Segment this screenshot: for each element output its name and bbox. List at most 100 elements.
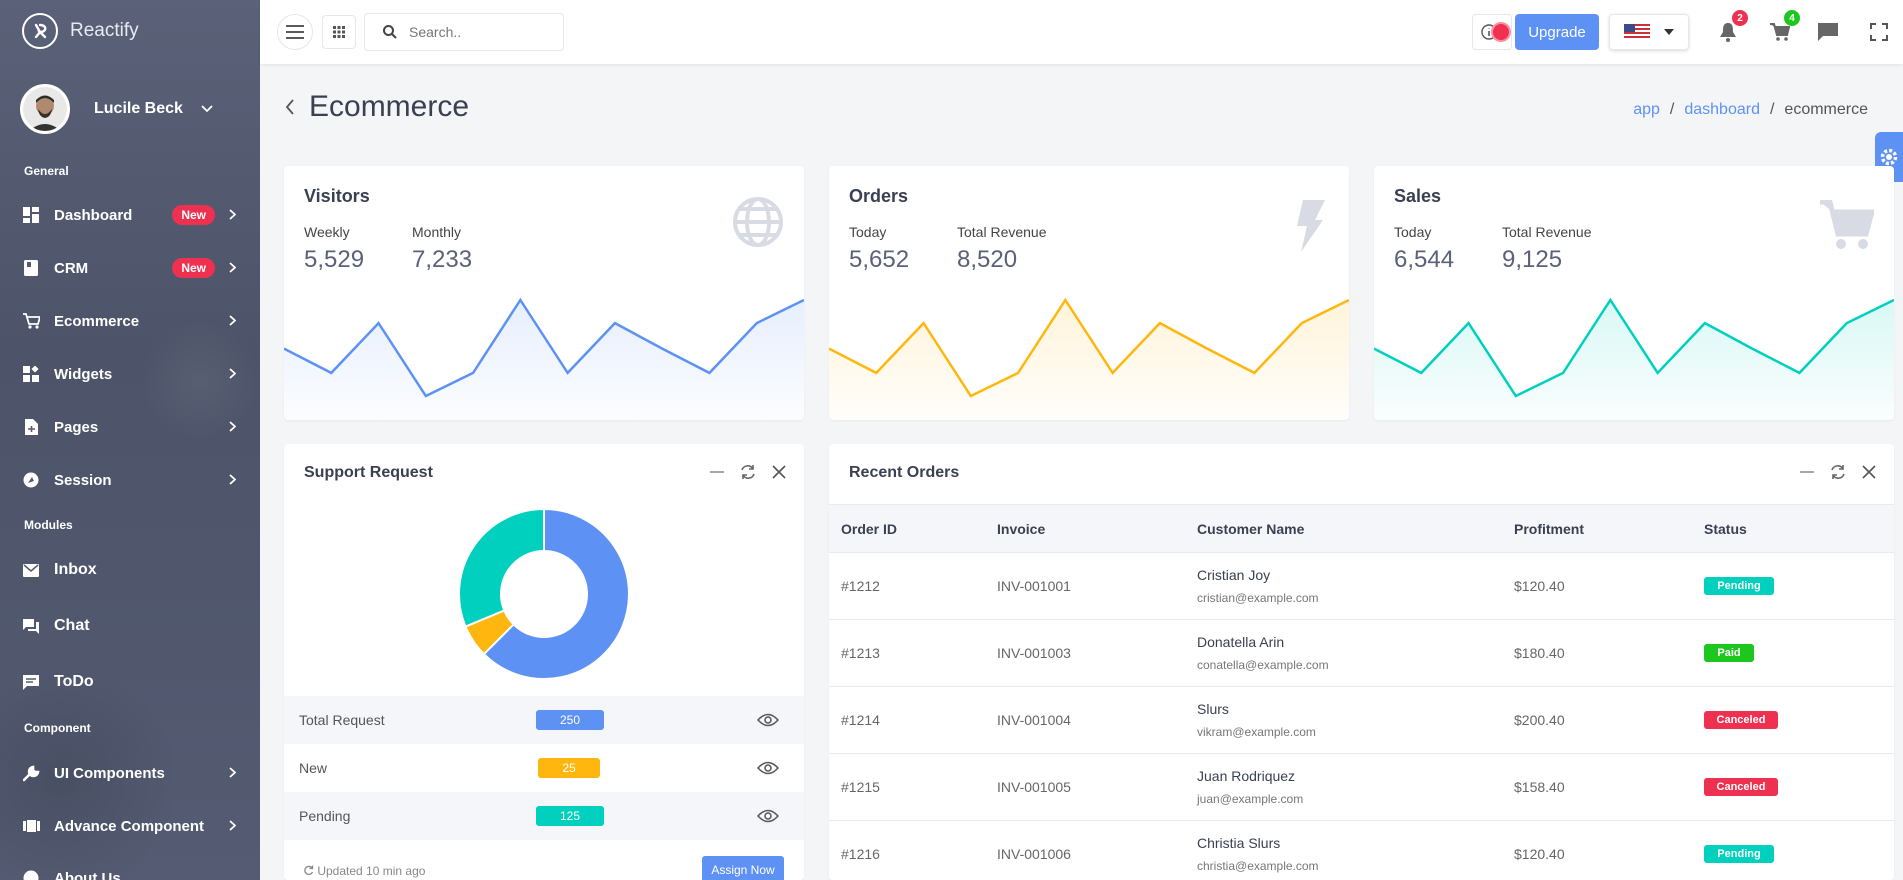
new-badge: New: [172, 258, 215, 278]
back-arrow-icon[interactable]: [285, 99, 295, 115]
table-row[interactable]: #1213 INV-001003 Donatella Arin conatell…: [829, 619, 1894, 686]
sidebar-item-widgets[interactable]: Widgets: [0, 354, 260, 394]
cart-count: 4: [1784, 10, 1800, 26]
minimize-icon[interactable]: [710, 471, 724, 473]
count-badge: 250: [536, 710, 604, 730]
sparkline-chart: [1374, 297, 1894, 420]
notifications-button[interactable]: 2: [1714, 10, 1748, 46]
sidebar-item-chat[interactable]: Chat: [0, 606, 260, 646]
upgrade-button[interactable]: Upgrade: [1515, 14, 1599, 50]
profit: $200.40: [1514, 712, 1565, 728]
chevron-right-icon: [229, 207, 237, 224]
updated-text: Updated 10 min ago: [304, 864, 425, 878]
support-donut-chart: [458, 507, 630, 680]
cart-button[interactable]: 4: [1766, 10, 1800, 46]
refresh-icon[interactable]: [740, 464, 756, 480]
sidebar-item-advance-component[interactable]: Advance Component: [0, 806, 260, 846]
inbox-icon: [22, 561, 40, 579]
menu-toggle-button[interactable]: [277, 14, 313, 50]
stat-value: 5,652: [849, 246, 910, 273]
column-header[interactable]: Customer Name: [1197, 520, 1305, 537]
language-selector[interactable]: [1609, 14, 1689, 50]
reactify-logo-icon: [22, 13, 58, 49]
pulse-dot: [1491, 22, 1511, 42]
sidebar: Reactify Lucile Beck General Dashboard N…: [0, 0, 260, 880]
orders-card: Orders Today 5,652 Total Revenue 8,520: [829, 166, 1349, 420]
section-general: General: [24, 164, 69, 178]
column-header[interactable]: Status: [1704, 520, 1747, 537]
invoice: INV-001003: [997, 645, 1071, 661]
sparkline-line: [284, 297, 804, 398]
chevron-down-icon[interactable]: [201, 100, 213, 118]
user-profile[interactable]: Lucile Beck: [20, 84, 213, 134]
sidebar-item-label: Ecommerce: [54, 312, 140, 330]
sidebar-item-label: Widgets: [54, 365, 113, 383]
search-input[interactable]: [409, 24, 549, 40]
table-header: Order ID Invoice Customer Name Profitmen…: [829, 504, 1894, 552]
support-row-pending: Pending 125: [284, 792, 804, 840]
column-header[interactable]: Invoice: [997, 520, 1046, 537]
eye-icon[interactable]: [757, 713, 779, 727]
messages-button[interactable]: [1814, 18, 1842, 46]
donut-slice-0: [482, 507, 630, 680]
eye-icon[interactable]: [757, 761, 779, 775]
cart-icon: [1770, 23, 1790, 41]
column-header[interactable]: Order ID: [841, 520, 898, 537]
table-row[interactable]: #1216 INV-001006 Christia Slurs christia…: [829, 820, 1894, 880]
customer-email: vikram@example.com: [1197, 725, 1316, 739]
pages-icon: [22, 418, 40, 436]
card-tools: [710, 464, 786, 480]
sidebar-item-ui-components[interactable]: UI Components: [0, 753, 260, 793]
support-row-new: New 25: [284, 744, 804, 792]
sidebar-item-ecommerce[interactable]: Ecommerce: [0, 301, 260, 341]
close-icon[interactable]: [772, 465, 786, 479]
table-row[interactable]: #1212 INV-001001 Cristian Joy cristian@e…: [829, 552, 1894, 619]
sidebar-item-label: Session: [54, 471, 112, 489]
recent-orders-card: Recent Orders Order ID Invoice Customer …: [829, 444, 1894, 880]
brand[interactable]: Reactify: [22, 12, 139, 50]
row-label: Pending: [299, 808, 351, 824]
globe-icon: [732, 196, 784, 253]
order-id: #1215: [841, 779, 880, 795]
order-id: #1212: [841, 578, 880, 594]
search-box[interactable]: [364, 13, 564, 51]
sidebar-item-pages[interactable]: Pages: [0, 407, 260, 447]
sidebar-item-inbox[interactable]: Inbox: [0, 550, 260, 590]
chevron-right-icon: [229, 472, 237, 489]
sidebar-item-about-us[interactable]: About Us: [0, 858, 260, 880]
sidebar-item-todo[interactable]: ToDo: [0, 662, 260, 702]
stat-label: Weekly: [304, 224, 350, 240]
top-header: Upgrade 2 4: [260, 0, 1903, 64]
sidebar-item-label: UI Components: [54, 764, 165, 782]
fullscreen-button[interactable]: [1865, 18, 1893, 46]
apps-button[interactable]: [322, 15, 356, 49]
assign-now-button[interactable]: Assign Now: [702, 856, 784, 880]
stat-value: 9,125: [1502, 246, 1563, 273]
sidebar-item-dashboard[interactable]: Dashboard New: [0, 195, 260, 235]
page-header: Ecommerce: [285, 90, 469, 124]
refresh-icon[interactable]: [1830, 464, 1846, 480]
card-title: Sales: [1394, 186, 1442, 206]
notification-count: 2: [1732, 10, 1748, 26]
sidebar-item-label: Inbox: [54, 561, 97, 578]
breadcrumb-app[interactable]: app: [1633, 101, 1660, 118]
minimize-icon[interactable]: [1800, 471, 1814, 473]
message-icon: [1818, 23, 1838, 41]
sidebar-item-session[interactable]: Session: [0, 460, 260, 500]
customer-email: conatella@example.com: [1197, 658, 1329, 672]
breadcrumb-dashboard[interactable]: dashboard: [1684, 101, 1760, 118]
stat-label: Total Revenue: [1502, 224, 1592, 240]
eye-icon[interactable]: [757, 809, 779, 823]
todo-icon: [22, 673, 40, 691]
table-row[interactable]: #1215 INV-001005 Juan Rodriquez juan@exa…: [829, 753, 1894, 820]
close-icon[interactable]: [1862, 465, 1876, 479]
updated-label: Updated 10 min ago: [317, 864, 426, 878]
refresh-small-icon: [304, 865, 314, 876]
stat-label: Monthly: [412, 224, 462, 240]
column-header[interactable]: Profitment: [1514, 520, 1584, 537]
table-row[interactable]: #1214 INV-001004 Slurs vikram@example.co…: [829, 686, 1894, 753]
sidebar-item-crm[interactable]: CRM New: [0, 248, 260, 288]
status-badge: Paid: [1704, 644, 1754, 662]
section-modules: Modules: [24, 518, 73, 532]
sparkline-area: [284, 300, 804, 420]
